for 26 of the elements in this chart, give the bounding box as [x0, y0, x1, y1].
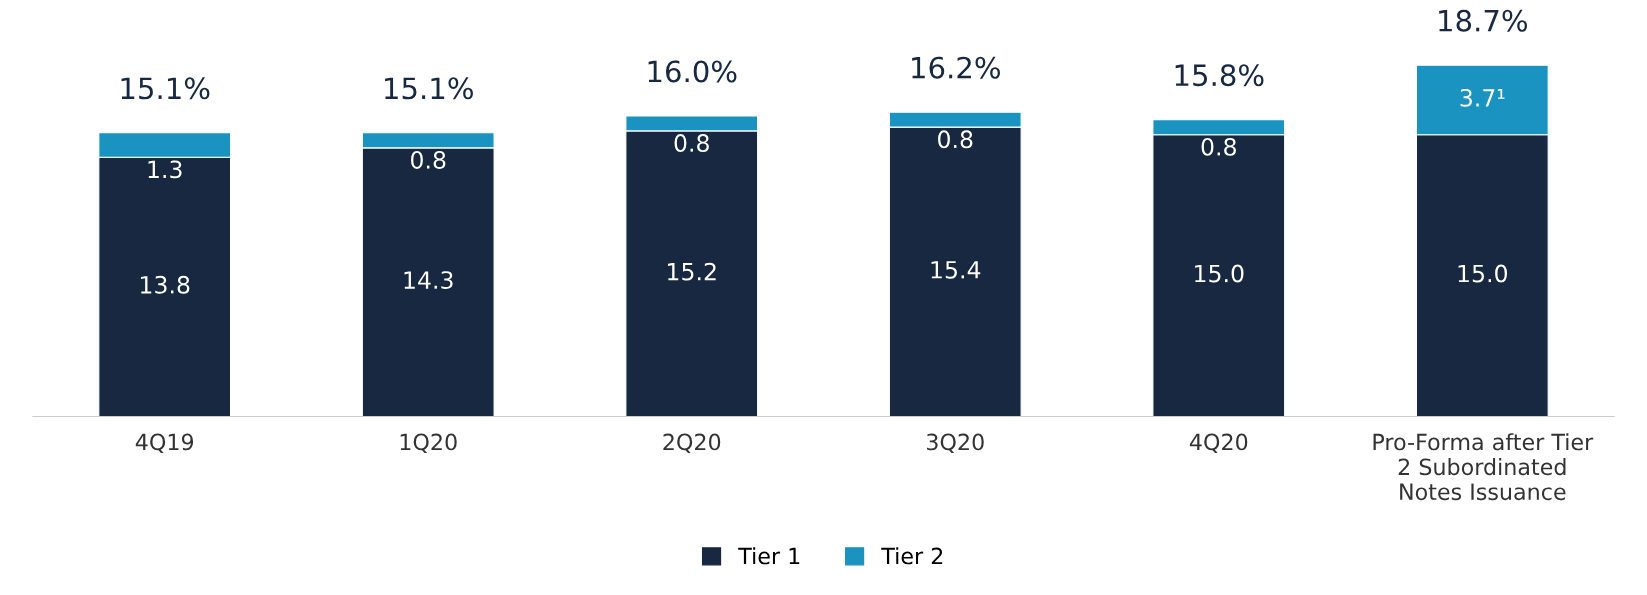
data-label: 14.3: [404, 271, 453, 290]
data-label: 13.8: [141, 275, 190, 294]
data-label: 15.4: [931, 261, 981, 279]
x-tick-label: 4Q19: [135, 433, 194, 453]
x-tick-label: 1Q20: [400, 433, 457, 453]
total-label: 15.1%: [385, 77, 473, 100]
x-tick-label: 4Q20: [1189, 433, 1248, 453]
total-label: 15.1%: [121, 77, 210, 100]
data-label: 0.8: [411, 151, 446, 169]
data-label: 15.0: [1458, 264, 1508, 283]
x-tick-label: Pro-Forma after Tier 2 Subordinated Notes Issuance: [1373, 433, 1594, 501]
data-label: 0.8: [938, 130, 973, 149]
legend-label: Tier 2: [881, 547, 943, 565]
data-label: 15.2: [668, 262, 716, 281]
data-label: 0.8: [1201, 137, 1236, 156]
total-label: 18.7%: [1439, 9, 1528, 32]
data-label: 15.0: [1195, 264, 1244, 283]
data-label: 3.7¹: [1460, 88, 1505, 107]
legend-label: Tier 1: [738, 547, 800, 565]
total-label: 16.2%: [912, 56, 1000, 79]
total-label: 16.0%: [648, 60, 737, 83]
data-label: 0.8: [674, 134, 709, 152]
total-label: 15.8%: [1175, 64, 1264, 87]
data-label: 1.3: [148, 160, 182, 179]
x-tick-label: 3Q20: [927, 433, 984, 453]
x-tick-label: 2Q20: [663, 433, 721, 453]
